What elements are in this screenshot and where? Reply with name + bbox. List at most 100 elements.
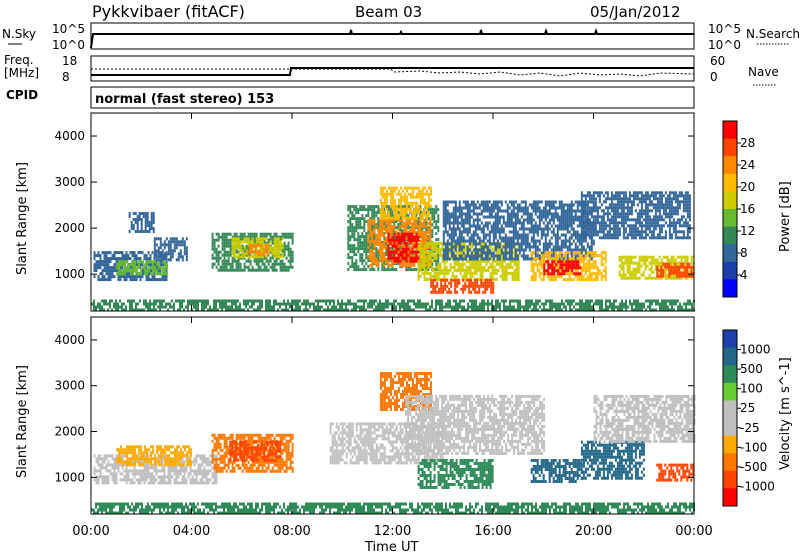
heatmap-cell [616, 191, 619, 195]
heatmap-cell [429, 208, 432, 212]
heatmap-cell [371, 247, 374, 251]
heatmap-cell [185, 255, 188, 259]
heatmap-cell [263, 235, 266, 239]
heatmap-cell [225, 241, 228, 245]
heatmap-cell [454, 218, 457, 222]
heatmap-cell [444, 245, 447, 249]
heatmap-cell [480, 227, 483, 231]
heatmap-cell [377, 233, 380, 237]
heatmap-cell [578, 224, 581, 228]
heatmap-cell [442, 284, 445, 288]
heatmap-cell [490, 206, 493, 210]
heatmap-cell [596, 266, 599, 270]
heatmap-cell [127, 257, 130, 261]
heatmap-cell [456, 206, 459, 210]
heatmap-cell [654, 212, 657, 216]
heatmap-cell [570, 251, 573, 255]
heatmap-cell [557, 272, 560, 276]
heatmap-cell [433, 220, 436, 224]
heatmap-cell [136, 269, 139, 273]
heatmap-cell [113, 269, 116, 273]
heatmap-cell [393, 238, 396, 242]
heatmap-cell [566, 212, 569, 216]
heatmap-cell [427, 195, 430, 199]
heatmap-cell [614, 224, 617, 228]
heatmap-cell [507, 262, 510, 266]
heatmap-cell [505, 262, 508, 266]
heatmap-cell [658, 218, 661, 222]
heatmap-cell [229, 232, 232, 236]
heatmap-cell [417, 247, 420, 251]
heatmap-cell [616, 212, 619, 216]
heatmap-cell [285, 235, 288, 239]
heatmap-cell [413, 250, 416, 254]
heatmap-cell [266, 244, 269, 248]
heatmap-cell [494, 233, 497, 237]
heatmap-cell [462, 212, 465, 216]
heatmap-cell [381, 260, 384, 264]
heatmap-cell [474, 230, 477, 234]
heatmap-cell [415, 230, 418, 234]
heatmap-cell [556, 239, 559, 243]
heatmap-cell [349, 235, 352, 239]
heatmap-cell [235, 250, 238, 254]
heatmap-cell [283, 241, 286, 245]
heatmap-cell [512, 233, 515, 237]
heatmap-cell [419, 218, 422, 222]
heatmap-cell [211, 232, 214, 236]
heatmap-cell [363, 268, 366, 272]
heatmap-cell [548, 239, 551, 243]
heatmap-cell [618, 194, 621, 198]
heatmap-cell [464, 227, 467, 231]
heatmap-cell [548, 242, 551, 246]
heatmap-cell [602, 200, 605, 204]
heatmap-cell [265, 265, 268, 269]
heatmap-cell [532, 224, 535, 228]
heatmap-cell [256, 253, 259, 257]
heatmap-cell [588, 251, 591, 255]
heatmap-cell [494, 221, 497, 225]
heatmap-cell [463, 253, 466, 257]
heatmap-cell [508, 221, 511, 225]
heatmap-cell [502, 215, 505, 219]
heatmap-cell [103, 278, 106, 282]
heatmap-cell [287, 268, 290, 272]
heatmap-cell [568, 269, 571, 273]
heatmap-cell [393, 207, 396, 211]
heatmap-cell [558, 200, 561, 204]
heatmap-cell [532, 236, 535, 240]
heatmap-cell [624, 230, 627, 234]
heatmap-cell [369, 257, 372, 261]
heatmap-cell [261, 240, 264, 244]
heatmap-cell [357, 265, 360, 269]
heatmap-cell [530, 215, 533, 219]
heatmap-cell [592, 197, 595, 201]
heatmap-cell [602, 209, 605, 213]
heatmap-cell [211, 244, 214, 248]
heatmap-cell [138, 272, 141, 276]
heatmap-cell [405, 198, 408, 202]
heatmap-cell [165, 257, 168, 261]
heatmap-cell [146, 272, 149, 276]
heatmap-cell [448, 290, 451, 294]
heatmap-cell [136, 218, 139, 221]
heatmap-cell [279, 249, 282, 253]
heatmap-cell [173, 243, 176, 247]
heatmap-cell [604, 206, 607, 210]
heatmap-cell [598, 254, 601, 258]
heatmap-cell [441, 244, 444, 248]
heatmap-cell [464, 221, 467, 225]
heatmap-cell [582, 209, 585, 213]
heatmap-cell [470, 215, 473, 219]
heatmap-cell [616, 236, 619, 240]
heatmap-cell [552, 263, 555, 267]
heatmap-cell [592, 215, 595, 219]
heatmap-cell [355, 220, 358, 224]
heatmap-cell [584, 197, 587, 201]
heatmap-cell [576, 230, 579, 234]
heatmap-cell [263, 241, 266, 245]
heatmap-cell [468, 290, 471, 294]
heatmap-cell [590, 245, 593, 249]
heatmap-cell [185, 252, 188, 256]
heatmap-cell [626, 209, 629, 213]
